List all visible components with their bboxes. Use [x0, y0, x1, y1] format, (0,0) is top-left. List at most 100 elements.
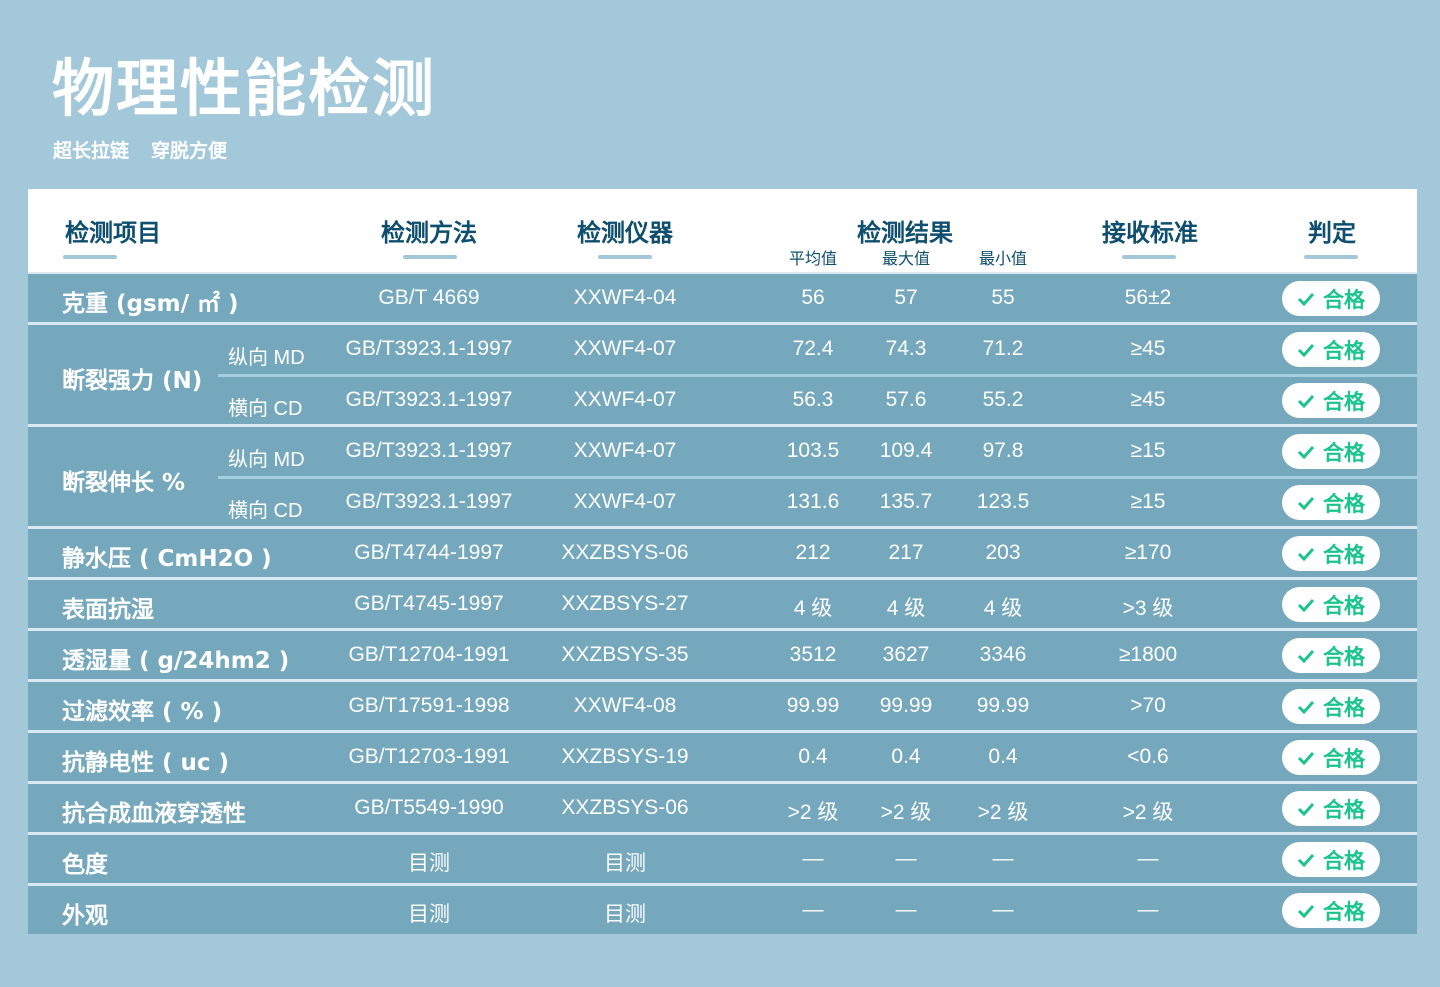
- table-header: 检测项目 检测方法 检测仪器 检测结果 平均值 最大值 最小值 接收标准 判定: [28, 189, 1417, 272]
- verdict-label: 合格: [1323, 899, 1365, 924]
- min-value: —: [992, 898, 1014, 921]
- standard-value: >2 级: [1122, 801, 1174, 824]
- avg-value: 0.4: [798, 745, 828, 768]
- header-avg: 平均值: [788, 249, 838, 268]
- method-value: GB/T4745-1997: [354, 592, 504, 615]
- header-min: 最小值: [978, 249, 1028, 268]
- instrument-value: XXWF4-07: [573, 439, 677, 462]
- verdict-label: 合格: [1323, 389, 1365, 414]
- standard-value: ≥45: [1130, 337, 1166, 360]
- subtitle: 超长拉链 穿脱方便: [53, 136, 249, 163]
- instrument-value: XXWF4-07: [573, 337, 677, 360]
- verdict-badge: 合格: [1282, 893, 1380, 928]
- header-instrument: 检测仪器: [577, 219, 673, 247]
- item-name: 静水压 ( CmH2O ): [62, 546, 272, 572]
- avg-value: 3512: [789, 643, 837, 666]
- item-name: 断裂强力 (N): [62, 367, 203, 394]
- item-name: 抗静电性 ( uc ): [62, 750, 230, 776]
- avg-value: 56: [801, 286, 825, 309]
- row-divider: [218, 374, 1417, 377]
- header-max: 最大值: [881, 249, 931, 268]
- max-value: 4 级: [886, 597, 926, 620]
- verdict-badge: 合格: [1282, 740, 1380, 775]
- method-value: GB/T3923.1-1997: [345, 439, 513, 462]
- max-value: 217: [888, 541, 924, 564]
- verdict-badge: 合格: [1282, 332, 1380, 367]
- max-value: 74.3: [885, 337, 927, 360]
- max-value: 0.4: [891, 745, 921, 768]
- avg-value: 99.99: [786, 694, 840, 717]
- avg-value: 4 级: [793, 597, 833, 620]
- instrument-value: 目测: [604, 903, 646, 926]
- max-value: 3627: [882, 643, 930, 666]
- page-title: 物理性能检测: [52, 52, 437, 125]
- header-underline: [63, 255, 117, 259]
- min-value: 203: [985, 541, 1021, 564]
- standard-value: —: [1137, 898, 1159, 921]
- direction: 横向 CD: [228, 398, 303, 420]
- item-name: 抗合成血液穿透性: [62, 801, 246, 827]
- avg-value: —: [802, 847, 824, 870]
- direction: 纵向 MD: [228, 347, 305, 369]
- instrument-value: XXZBSYS-27: [561, 592, 689, 615]
- table-row: 克重 (gsm/ ㎡ ) GB/T 4669 XXWF4-04 56 57 55 56±2 合…: [28, 274, 1417, 322]
- min-value: 55.2: [982, 388, 1024, 411]
- method-value: GB/T 4669: [378, 286, 480, 309]
- check-icon: [1297, 496, 1315, 510]
- standard-value: ≥1800: [1118, 643, 1178, 666]
- item-name: 克重 (gsm/ ㎡ ): [62, 291, 239, 317]
- max-value: —: [895, 898, 917, 921]
- table-row: 抗合成血液穿透性 GB/T5549-1990 XXZBSYS-06 >2 级 >2 级 >…: [28, 784, 1417, 832]
- min-value: 99.99: [976, 694, 1030, 717]
- header-verdict: 判定: [1308, 219, 1356, 247]
- min-value: 123.5: [976, 490, 1030, 513]
- table-row: 断裂伸长 % 纵向 MD GB/T3923.1-1997 XXWF4-07 103.5 1…: [28, 427, 1417, 526]
- row-divider: [218, 476, 1417, 479]
- method-value: GB/T4744-1997: [354, 541, 504, 564]
- standard-value: >70: [1130, 694, 1166, 717]
- check-icon: [1297, 547, 1315, 561]
- avg-value: 212: [795, 541, 831, 564]
- verdict-label: 合格: [1323, 593, 1365, 618]
- avg-value: >2 级: [787, 801, 839, 824]
- instrument-value: XXWF4-08: [573, 694, 677, 717]
- check-icon: [1297, 598, 1315, 612]
- standard-value: 56±2: [1124, 286, 1172, 309]
- min-value: 55: [991, 286, 1015, 309]
- max-value: 57.6: [885, 388, 927, 411]
- min-value: 0.4: [988, 745, 1018, 768]
- verdict-label: 合格: [1323, 848, 1365, 873]
- standard-value: >3 级: [1122, 597, 1174, 620]
- instrument-value: XXWF4-04: [573, 286, 677, 309]
- standard-value: ≥45: [1130, 388, 1166, 411]
- instrument-value: XXZBSYS-06: [561, 796, 689, 819]
- verdict-label: 合格: [1323, 440, 1365, 465]
- instrument-value: XXWF4-07: [573, 388, 677, 411]
- standard-value: ≥170: [1124, 541, 1172, 564]
- avg-value: —: [802, 898, 824, 921]
- table-row: 色度 目测 目测 — — — — 合格: [28, 835, 1417, 883]
- verdict-label: 合格: [1323, 338, 1365, 363]
- instrument-value: XXZBSYS-19: [561, 745, 689, 768]
- standard-value: —: [1137, 847, 1159, 870]
- max-value: 109.4: [879, 439, 933, 462]
- min-value: >2 级: [977, 801, 1029, 824]
- item-name: 外观: [62, 903, 108, 929]
- table-row: 外观 目测 目测 — — — — 合格: [28, 886, 1417, 934]
- max-value: —: [895, 847, 917, 870]
- verdict-label: 合格: [1323, 797, 1365, 822]
- verdict-label: 合格: [1323, 542, 1365, 567]
- header-result: 检测结果: [857, 219, 953, 247]
- avg-value: 131.6: [786, 490, 840, 513]
- method-value: GB/T3923.1-1997: [345, 337, 513, 360]
- method-value: GB/T12704-1991: [348, 643, 510, 666]
- item-name: 色度: [62, 852, 108, 878]
- method-value: GB/T3923.1-1997: [345, 388, 513, 411]
- direction: 纵向 MD: [228, 449, 305, 471]
- item-name: 过滤效率 ( % ): [62, 699, 223, 725]
- verdict-label: 合格: [1323, 287, 1365, 312]
- instrument-value: XXZBSYS-35: [561, 643, 689, 666]
- table-row: 静水压 ( CmH2O ) GB/T4744-1997 XXZBSYS-06 212 2…: [28, 529, 1417, 577]
- verdict-label: 合格: [1323, 746, 1365, 771]
- check-icon: [1297, 649, 1315, 663]
